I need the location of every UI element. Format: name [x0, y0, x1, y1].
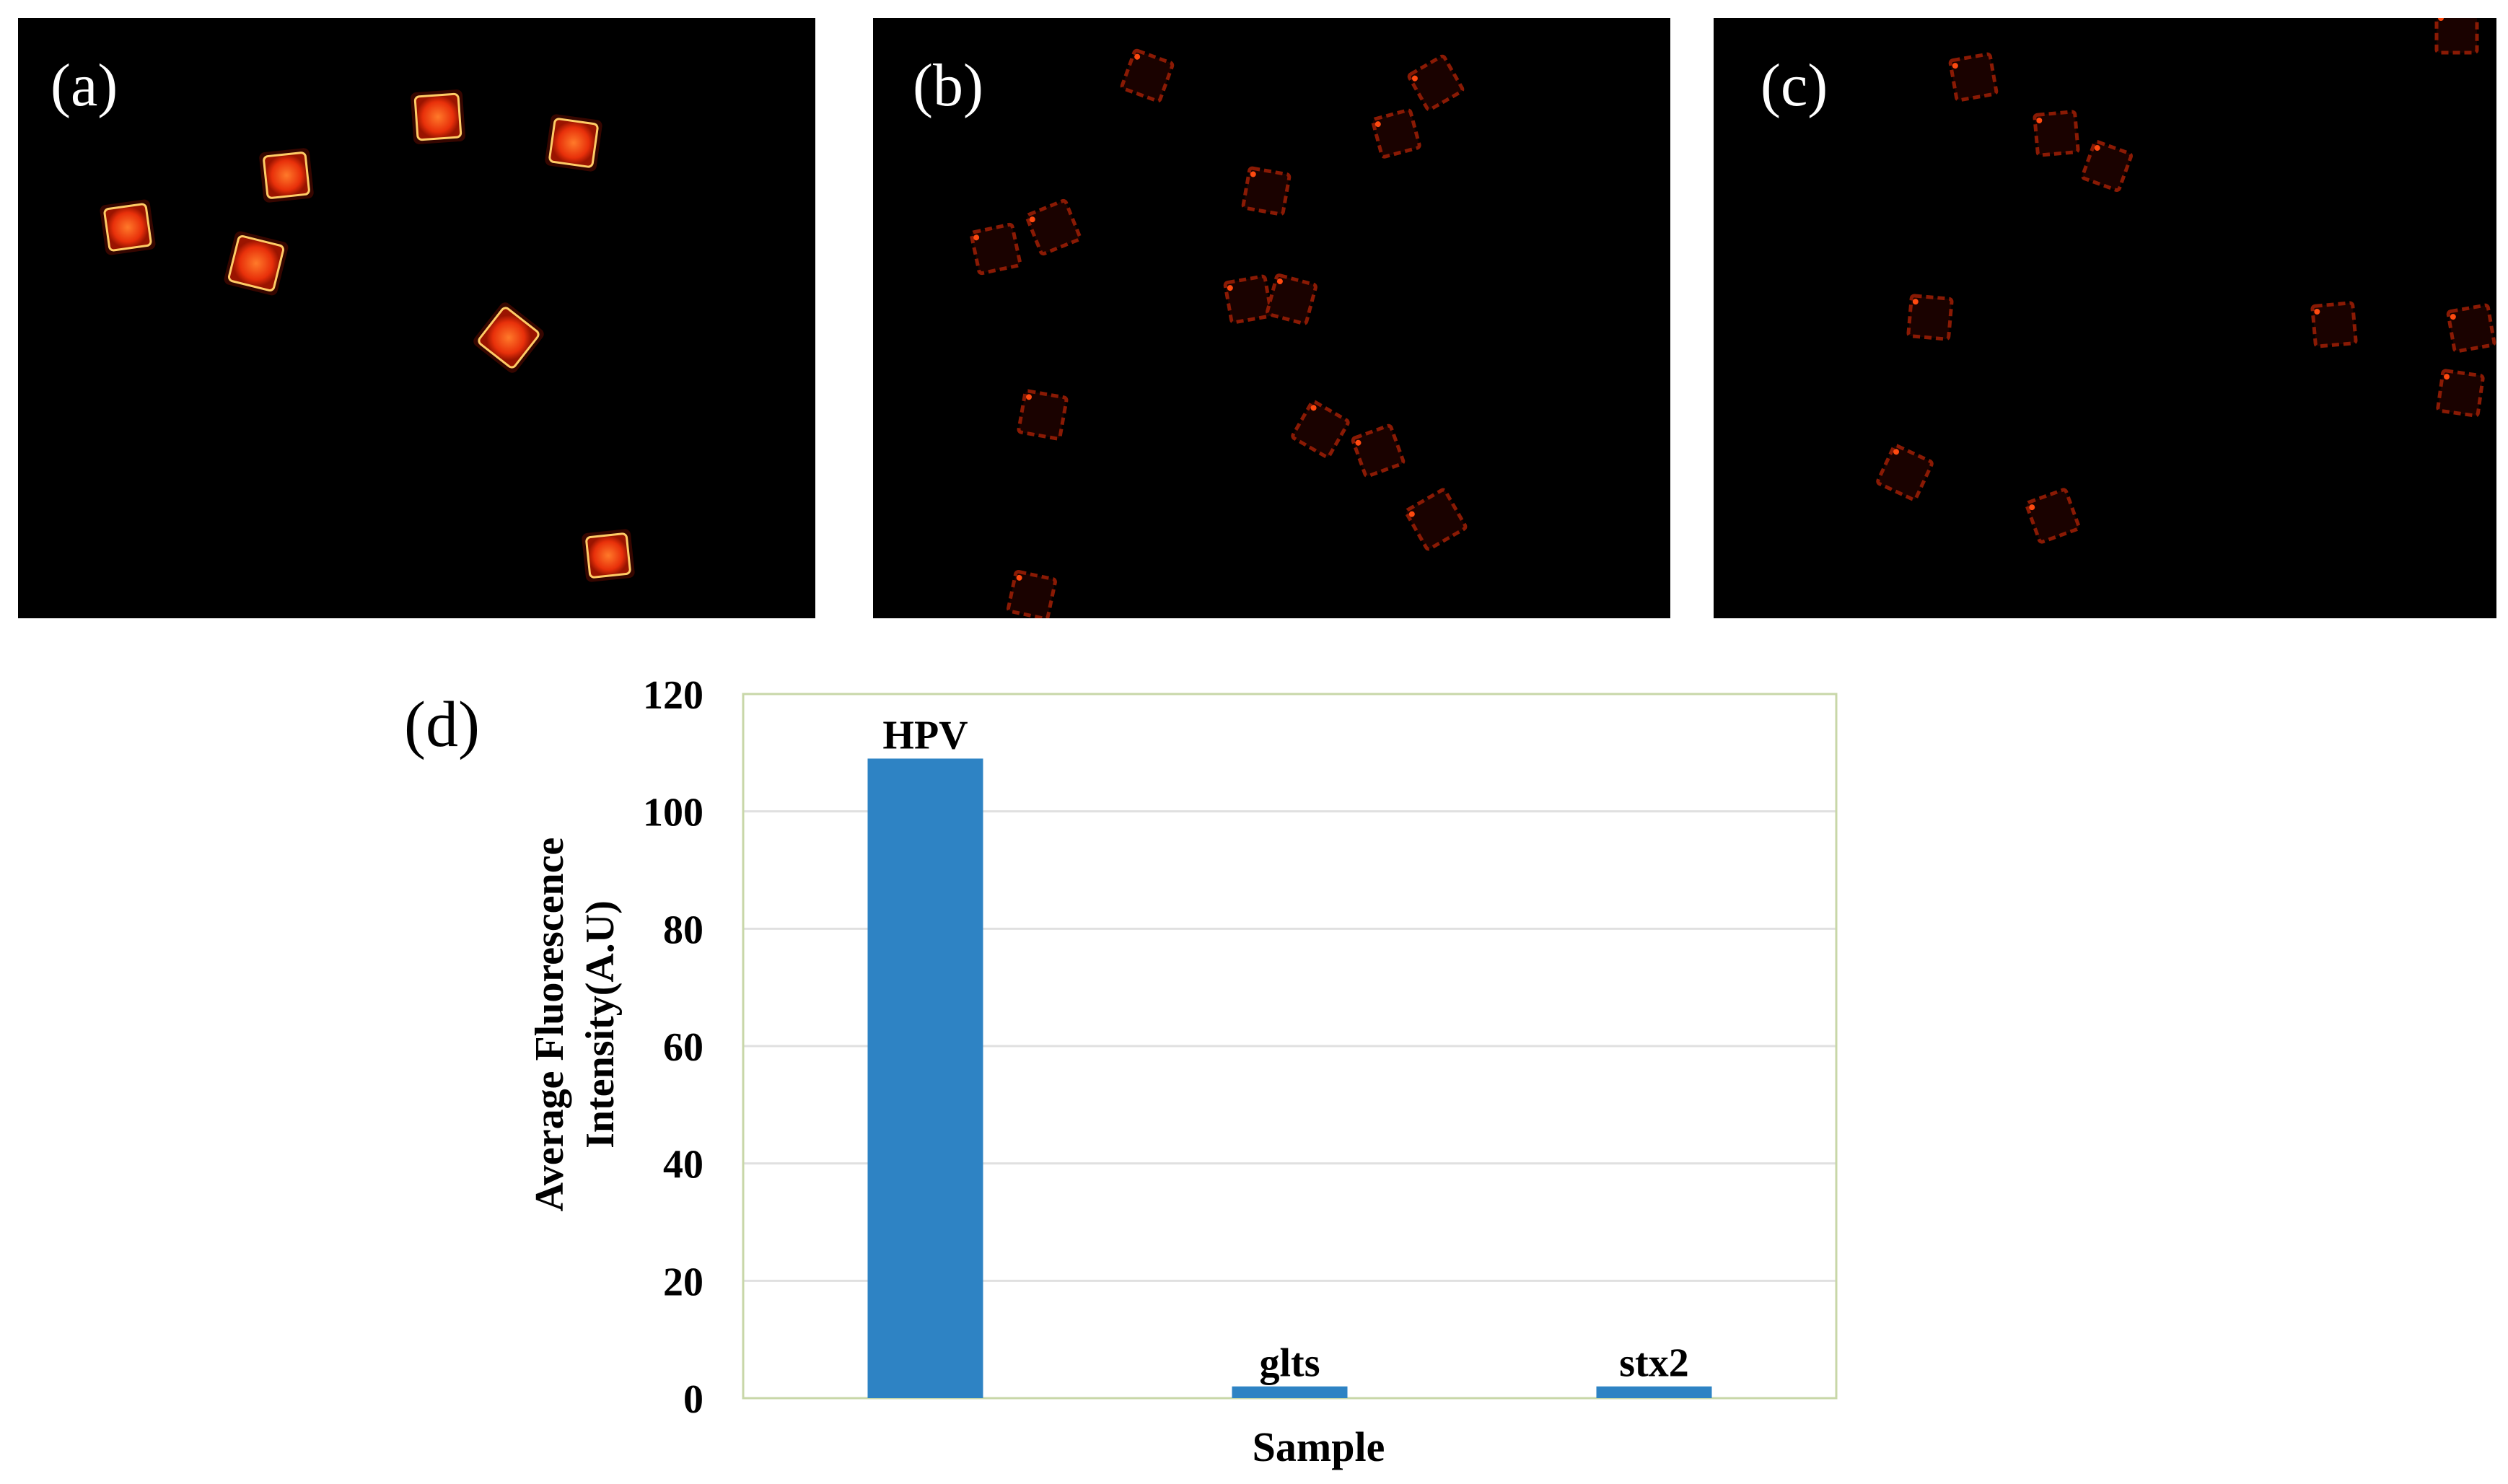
- micrograph-panel-b: (b): [873, 18, 1670, 618]
- dim-cube-outline: [1266, 273, 1317, 325]
- dim-cube-outline: [2446, 303, 2496, 354]
- y-tick-label: 80: [663, 908, 703, 952]
- micrograph-panel-c: (c): [1714, 18, 2496, 618]
- dim-cube-outline: [1007, 570, 1057, 618]
- dim-cube-outline: [1025, 198, 1082, 256]
- dim-cube-outline: [1906, 294, 1954, 341]
- y-tick-label: 40: [663, 1143, 703, 1187]
- y-axis-label: Intensity(A.U): [578, 900, 623, 1149]
- bar-glts: [1232, 1386, 1348, 1398]
- dim-cube-outline: [2081, 140, 2133, 192]
- dim-cube-outline: [1120, 48, 1175, 103]
- fluorescent-cube: [473, 302, 544, 373]
- dim-cube-outline: [1291, 400, 1350, 459]
- bar-data-label: stx2: [1619, 1341, 1688, 1386]
- fluorescent-cube: [100, 199, 156, 255]
- panel-d-label: (d): [404, 689, 480, 760]
- dim-cube-outline: [1371, 108, 1421, 159]
- dim-cube-outline: [1351, 423, 1406, 478]
- dim-cube-outline: [1017, 389, 1069, 441]
- panel-c-label: (c): [1761, 52, 1828, 119]
- bar-data-label: glts: [1260, 1341, 1320, 1386]
- y-tick-label: 0: [683, 1377, 703, 1422]
- fluorescent-cube: [411, 89, 465, 144]
- y-tick-label: 120: [643, 673, 703, 718]
- fluorescent-cube: [259, 148, 314, 203]
- panel-a-label: (a): [51, 52, 118, 119]
- fluorescent-cube: [224, 231, 289, 296]
- x-axis-label: Sample: [1253, 1423, 1385, 1470]
- y-tick-label: 60: [663, 1025, 703, 1070]
- fluorescent-cube: [545, 114, 602, 172]
- panel-c-image: [1876, 18, 2496, 544]
- dim-cube-outline: [969, 222, 1022, 276]
- y-tick-label: 100: [643, 791, 703, 835]
- bar-data-label: HPV: [882, 713, 968, 758]
- y-tick-label: 20: [663, 1260, 703, 1304]
- dim-cube-outline: [1223, 274, 1273, 325]
- dim-cube-outline: [2033, 110, 2080, 157]
- dim-cube-outline: [2436, 369, 2485, 418]
- panel-a-image: [100, 89, 635, 582]
- dim-cube-outline: [2310, 301, 2358, 348]
- dim-cube-outline: [1241, 166, 1292, 216]
- panel-b-label: (b): [913, 52, 983, 119]
- dim-cube-outline: [1407, 54, 1465, 112]
- bar-HPV: [867, 758, 983, 1398]
- panel-b-image: [969, 48, 1468, 618]
- dim-cube-outline: [1876, 444, 1934, 501]
- micrograph-panel-a: (a): [18, 18, 815, 618]
- dim-cube-outline: [1404, 488, 1468, 551]
- dim-cube-outline: [1948, 52, 1999, 102]
- dim-cube-outline: [2434, 18, 2479, 55]
- bar-stx2: [1596, 1386, 1712, 1398]
- fluorescent-cube: [582, 529, 635, 582]
- dim-cube-outline: [2025, 488, 2081, 544]
- y-axis-label: Average Fluorescence: [527, 838, 572, 1212]
